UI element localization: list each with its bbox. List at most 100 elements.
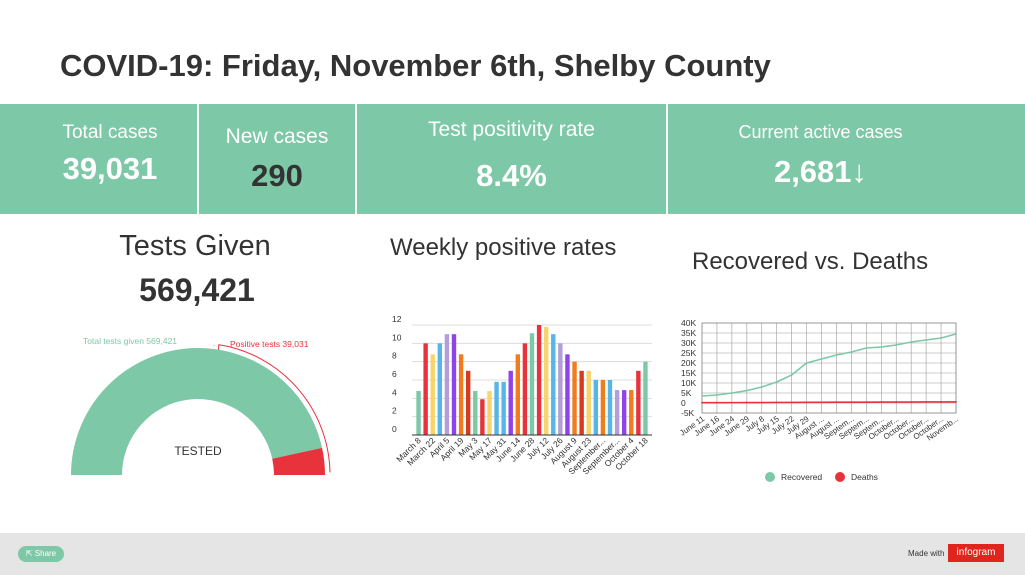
series-point-deaths bbox=[760, 401, 763, 404]
stat-divider bbox=[197, 104, 199, 214]
bar bbox=[565, 354, 570, 435]
line-y-tick-label: 40K bbox=[681, 318, 696, 328]
bar bbox=[558, 343, 563, 435]
series-point-deaths bbox=[775, 401, 778, 404]
bar-y-tick-label: 6 bbox=[392, 369, 397, 379]
series-point-recovered bbox=[775, 381, 778, 383]
bar-chart-title: Weekly positive rates bbox=[390, 234, 617, 261]
bar-y-tick-label: 4 bbox=[392, 387, 397, 397]
stat-value-text: 2,681 bbox=[773, 154, 852, 189]
series-point-deaths bbox=[790, 401, 793, 404]
bar bbox=[515, 354, 521, 435]
legend-marker-deaths bbox=[835, 472, 845, 482]
gauge-title: Tests Given bbox=[119, 230, 271, 262]
series-point-recovered bbox=[880, 346, 883, 348]
bar-y-tick-label: 8 bbox=[392, 351, 397, 361]
bar bbox=[501, 381, 506, 435]
series-point-deaths bbox=[805, 401, 808, 404]
legend-marker-recovered bbox=[765, 472, 775, 482]
line-y-tick-label: 10K bbox=[681, 378, 696, 388]
bar bbox=[529, 333, 535, 435]
bar bbox=[480, 399, 485, 435]
series-point-deaths bbox=[701, 401, 703, 404]
line-y-tick-label: 5K bbox=[681, 388, 692, 398]
series-point-recovered bbox=[730, 392, 733, 394]
series-point-recovered bbox=[835, 354, 838, 356]
stat-value: 290 bbox=[251, 158, 303, 193]
series-point-recovered bbox=[790, 374, 793, 376]
bar bbox=[536, 325, 542, 435]
bar bbox=[572, 361, 577, 435]
share-label: Share bbox=[34, 549, 57, 558]
stat-value: 2,681↓ bbox=[668, 154, 973, 190]
bar bbox=[600, 380, 606, 435]
series-point-deaths bbox=[865, 401, 868, 404]
tests-gauge-chart: TESTED Total tests given 569,421 Positive… bbox=[71, 336, 331, 475]
bar bbox=[551, 334, 556, 435]
bar bbox=[614, 390, 620, 435]
bar bbox=[522, 343, 528, 435]
bar bbox=[451, 334, 457, 435]
series-point-recovered bbox=[820, 358, 823, 360]
stat-positivity-rate: Test positivity rate 8.4% bbox=[357, 104, 666, 214]
series-point-recovered bbox=[745, 389, 748, 392]
series-point-deaths bbox=[880, 401, 883, 403]
page-title: COVID-19: Friday, November 6th, Shelby C… bbox=[60, 48, 771, 83]
series-point-deaths bbox=[745, 401, 748, 404]
series-point-recovered bbox=[895, 344, 898, 346]
gauge-total-value: 569,421 bbox=[139, 272, 255, 308]
line-chart-title: Recovered vs. Deaths bbox=[692, 248, 929, 275]
stat-active-cases: Current active cases 2,681↓ bbox=[668, 104, 973, 214]
series-point-recovered bbox=[925, 339, 928, 341]
gauge-segment-positive bbox=[272, 447, 325, 475]
gauge-segment-total bbox=[71, 347, 323, 475]
series-point-recovered bbox=[910, 341, 913, 343]
series-point-deaths bbox=[955, 401, 957, 403]
bar bbox=[621, 390, 627, 435]
stat-label: Test positivity rate bbox=[428, 118, 595, 141]
legend-label-recovered: Recovered bbox=[781, 472, 822, 482]
bar-y-tick-label: 10 bbox=[392, 332, 402, 342]
stat-divider bbox=[355, 104, 357, 214]
series-point-deaths bbox=[716, 401, 718, 404]
series-point-deaths bbox=[940, 401, 942, 403]
bar bbox=[629, 390, 634, 435]
line-y-tick-label: 0 bbox=[681, 398, 686, 408]
series-point-recovered bbox=[865, 347, 868, 349]
bar bbox=[487, 391, 492, 435]
series-point-deaths bbox=[910, 401, 913, 403]
series-point-recovered bbox=[955, 333, 957, 335]
gauge-center-label: TESTED bbox=[174, 444, 222, 458]
footer-bar: ⇱ Share Made with infogram bbox=[0, 533, 1025, 575]
bar bbox=[465, 370, 471, 435]
arrow-down-icon: ↓ bbox=[851, 154, 868, 189]
share-icon: ⇱ bbox=[25, 549, 35, 558]
bar bbox=[473, 391, 478, 435]
line-plot-frame bbox=[701, 322, 957, 414]
line-y-tick-label: 20K bbox=[681, 358, 696, 368]
stat-value: 39,031 bbox=[62, 151, 158, 186]
bar bbox=[416, 391, 421, 435]
stat-label: Total cases bbox=[62, 122, 158, 143]
series-point-recovered bbox=[940, 337, 942, 339]
bar bbox=[586, 370, 591, 435]
gauge-label-positive: Positive tests 39,031 bbox=[230, 339, 309, 349]
brand-logo[interactable]: infogram bbox=[948, 544, 1004, 562]
line-y-tick-label: -5K bbox=[681, 408, 695, 418]
bar bbox=[444, 334, 450, 435]
line-y-tick-label: 35K bbox=[681, 328, 696, 338]
bar bbox=[607, 380, 613, 435]
bar bbox=[636, 370, 641, 435]
series-point-deaths bbox=[730, 401, 733, 404]
share-button[interactable]: ⇱ Share bbox=[18, 546, 64, 562]
series-point-deaths bbox=[895, 401, 898, 403]
bar bbox=[423, 343, 428, 435]
series-line-recovered bbox=[701, 333, 957, 397]
bar bbox=[494, 381, 499, 435]
bar-y-tick-label: 2 bbox=[392, 406, 397, 416]
legend-label-deaths: Deaths bbox=[851, 472, 878, 482]
bar bbox=[430, 354, 435, 435]
series-point-deaths bbox=[850, 401, 853, 404]
